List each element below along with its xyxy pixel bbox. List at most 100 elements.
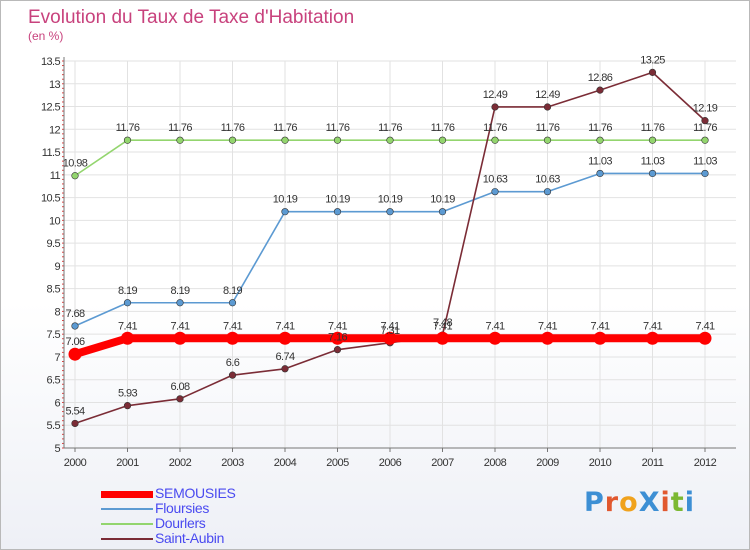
- data-label-floursies: 10.19: [430, 194, 455, 206]
- data-point-semousies: [68, 347, 82, 361]
- data-point-floursies: [176, 299, 184, 307]
- x-tick-label: 2010: [589, 457, 612, 469]
- data-point-semousies: [541, 331, 554, 345]
- data-label-floursies: 11.03: [641, 155, 665, 167]
- data-label-saint-aubin: 12.86: [588, 72, 613, 84]
- data-point-semousies: [173, 331, 187, 345]
- data-point-semousies: [226, 331, 239, 345]
- data-label-dourlers: 11.76: [116, 122, 140, 134]
- data-point-saint-aubin: [228, 371, 237, 379]
- data-point-saint-aubin: [176, 395, 184, 403]
- y-tick-label: 9.5: [47, 238, 61, 250]
- x-tick-label: 2006: [379, 457, 402, 469]
- x-tick-label: 2003: [221, 457, 244, 469]
- legend-swatch-semousies: [101, 490, 153, 498]
- chart-title: Evolution du Taux de Taxe d'Habitation: [28, 7, 355, 28]
- data-label-floursies: 10.63: [483, 174, 508, 186]
- data-label-semousies: 7.41: [223, 320, 242, 332]
- data-label-dourlers: 11.76: [378, 122, 402, 134]
- y-tick-label: 13: [49, 79, 61, 91]
- data-label-floursies: 10.19: [325, 194, 350, 206]
- x-tick-label: 2004: [274, 457, 297, 469]
- y-tick-label: 11.5: [42, 147, 61, 159]
- data-point-saint-aubin: [648, 68, 657, 76]
- x-tick-label: 2002: [169, 457, 192, 469]
- data-label-dourlers: 11.76: [326, 122, 350, 134]
- data-label-saint-aubin: 6.08: [170, 381, 189, 393]
- data-point-semousies: [278, 331, 292, 345]
- data-label-saint-aubin: 12.49: [483, 89, 508, 101]
- data-point-dourlers: [281, 136, 289, 144]
- y-tick-label: 7.5: [47, 329, 61, 341]
- unit-label: (en %): [28, 29, 64, 43]
- data-label-dourlers: 11.76: [431, 122, 455, 134]
- y-tick-label: 6.5: [47, 375, 61, 387]
- y-tick-label: 7: [54, 352, 60, 364]
- data-point-floursies: [596, 169, 604, 178]
- data-label-floursies: 11.03: [693, 155, 717, 167]
- data-point-dourlers: [491, 136, 499, 144]
- data-point-semousies: [436, 331, 449, 345]
- data-point-semousies: [698, 331, 712, 345]
- legend-label-semousies: SEMOUSIES: [155, 485, 236, 501]
- y-tick-label: 5.5: [47, 420, 61, 432]
- data-label-semousies: 7.41: [380, 320, 399, 332]
- data-label-semousies: 7.41: [538, 320, 557, 332]
- data-point-saint-aubin: [123, 402, 132, 410]
- data-label-floursies: 7.68: [65, 308, 84, 320]
- data-label-semousies: 7.41: [328, 320, 347, 332]
- data-point-dourlers: [71, 172, 79, 180]
- data-point-dourlers: [648, 136, 657, 144]
- data-point-floursies: [701, 169, 709, 178]
- data-label-semousies: 7.41: [485, 320, 504, 332]
- data-label-dourlers: 11.76: [168, 122, 192, 134]
- y-tick-label: 11: [50, 170, 61, 182]
- x-tick-label: 2011: [642, 457, 664, 469]
- data-label-floursies: 11.03: [588, 155, 612, 167]
- legend-label-dourlers: Dourlers: [155, 515, 206, 531]
- data-label-floursies: 10.63: [535, 174, 560, 186]
- data-label-saint-aubin: 13.25: [640, 54, 665, 66]
- y-tick-label: 9: [54, 261, 60, 273]
- data-label-floursies: 8.19: [223, 285, 242, 297]
- data-point-semousies: [593, 331, 607, 345]
- data-point-floursies: [491, 188, 499, 196]
- legend-label-floursies: Floursies: [155, 500, 210, 516]
- data-label-dourlers: 11.76: [588, 122, 612, 134]
- y-tick-label: 8: [54, 306, 60, 318]
- data-label-floursies: 10.19: [378, 194, 403, 206]
- data-point-floursies: [123, 299, 132, 307]
- data-point-semousies: [331, 331, 344, 345]
- data-point-saint-aubin: [71, 419, 79, 428]
- data-point-dourlers: [596, 136, 604, 144]
- data-point-saint-aubin: [701, 117, 709, 125]
- data-label-floursies: 8.19: [170, 285, 189, 297]
- data-point-dourlers: [543, 136, 552, 144]
- data-point-floursies: [228, 299, 237, 307]
- data-label-semousies: 7.41: [118, 320, 137, 332]
- data-point-dourlers: [701, 136, 709, 144]
- legend-swatch-floursies: [101, 508, 153, 510]
- data-label-dourlers: 11.76: [536, 122, 560, 134]
- data-point-semousies: [121, 331, 134, 345]
- data-point-saint-aubin: [596, 86, 604, 94]
- data-label-semousies: 7.41: [170, 320, 189, 332]
- data-label-saint-aubin: 12.49: [535, 89, 560, 101]
- y-tick-label: 8.5: [47, 284, 61, 296]
- data-label-floursies: 8.19: [118, 285, 137, 297]
- data-label-semousies: 7.06: [65, 336, 84, 348]
- data-label-dourlers: 11.76: [693, 122, 717, 134]
- y-tick-label: 12: [49, 124, 61, 136]
- data-point-floursies: [438, 208, 447, 216]
- data-label-saint-aubin: 12.19: [693, 103, 718, 115]
- y-tick-label: 10: [49, 215, 61, 227]
- data-point-saint-aubin: [543, 103, 552, 111]
- data-label-dourlers: 10.98: [63, 158, 88, 170]
- y-tick-label: 10.5: [41, 193, 60, 205]
- data-label-dourlers: 11.76: [273, 122, 297, 134]
- data-label-saint-aubin: 5.93: [118, 388, 137, 400]
- data-point-semousies: [383, 331, 397, 345]
- data-label-dourlers: 11.76: [483, 122, 507, 134]
- data-point-dourlers: [228, 136, 237, 144]
